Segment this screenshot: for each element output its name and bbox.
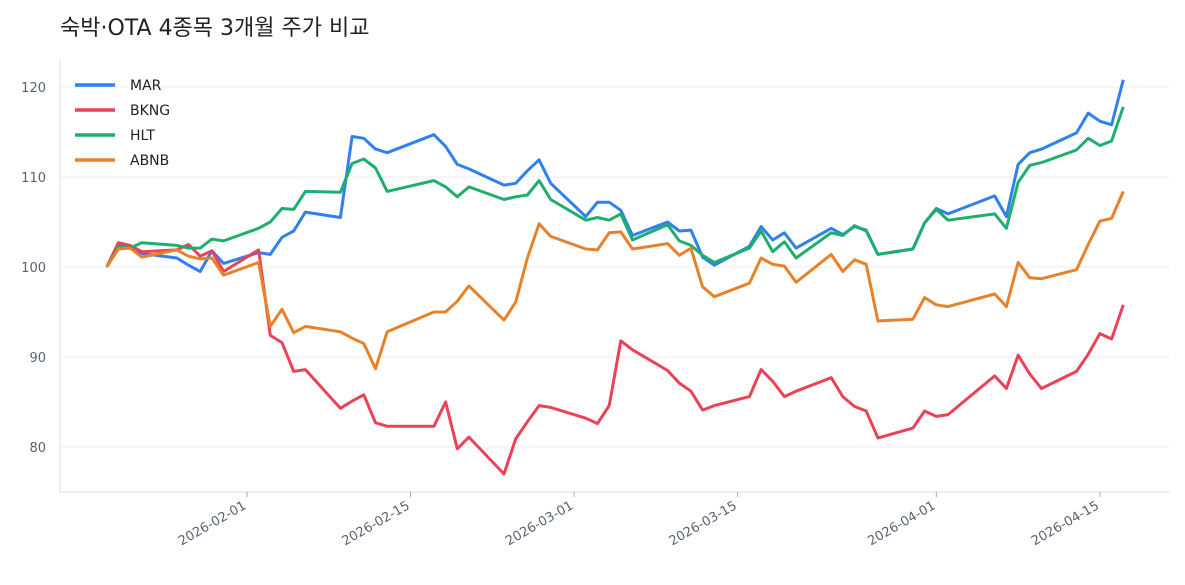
legend-label: ABNB — [130, 153, 169, 169]
series-line-bkng — [105, 241, 1125, 476]
x-tick-label: 2026-03-15 — [667, 498, 740, 549]
legend-label: MAR — [130, 78, 162, 94]
x-tick-label: 2026-04-01 — [865, 498, 938, 549]
x-tick-label: 2026-04-15 — [1029, 498, 1102, 549]
legend-label: HLT — [130, 128, 155, 144]
series-line-abnb — [105, 190, 1125, 371]
x-tick-label: 2026-02-15 — [340, 498, 413, 549]
y-tick-label: 80 — [29, 441, 46, 456]
x-tick-label: 2026-03-01 — [503, 498, 576, 549]
y-tick-label: 110 — [21, 171, 46, 186]
legend: MAR BKNG HLT ABNB — [75, 78, 170, 169]
y-tick-label: 120 — [21, 81, 46, 96]
series-line-mar — [105, 79, 1125, 273]
y-tick-label: 100 — [21, 261, 46, 276]
y-tick-label: 90 — [29, 351, 46, 366]
x-tick-label: 2026-02-01 — [176, 498, 249, 549]
series-line-hlt — [105, 106, 1125, 268]
chart-title: 숙박·OTA 4종목 3개월 주가 비교 — [60, 16, 370, 41]
legend-label: BKNG — [130, 103, 170, 119]
